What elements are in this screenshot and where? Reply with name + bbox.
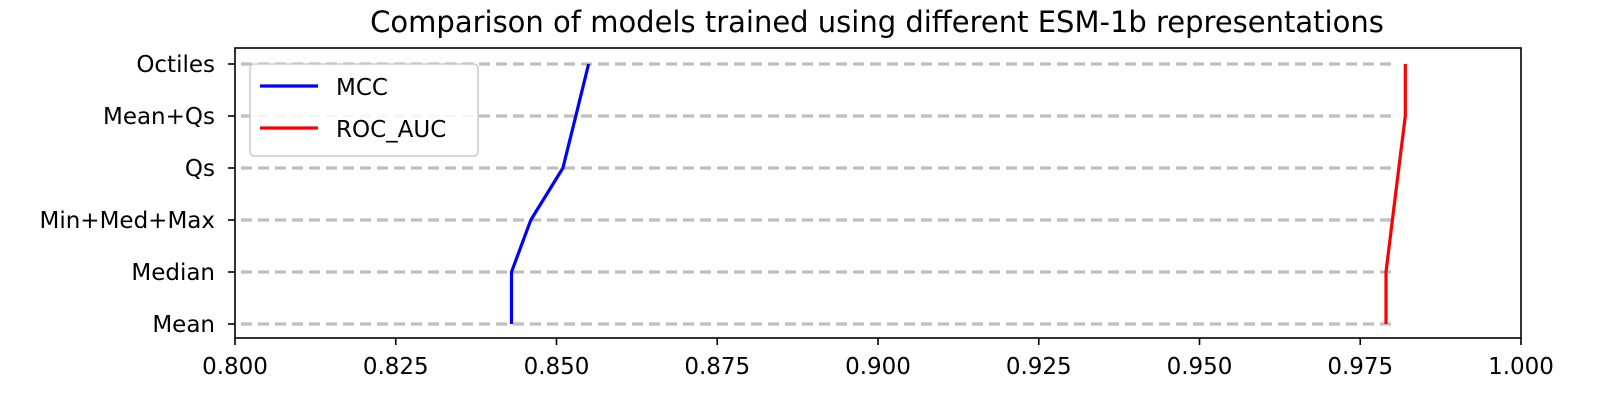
y-tick-label: Min+Med+Max bbox=[40, 208, 216, 234]
y-tick-label: Mean+Qs bbox=[103, 104, 215, 130]
series-lines bbox=[509, 63, 1407, 324]
x-tick-label: 0.825 bbox=[363, 354, 429, 380]
x-tick-label: 0.850 bbox=[524, 354, 590, 380]
legend-label-mcc: MCC bbox=[336, 75, 388, 101]
x-tick-label: 0.800 bbox=[202, 354, 268, 380]
x-tick-label: 0.875 bbox=[684, 354, 750, 380]
y-tick-label: Octiles bbox=[136, 52, 215, 78]
series-line-roc-auc bbox=[1384, 64, 1407, 324]
x-tick-label: 0.900 bbox=[845, 354, 911, 380]
x-axis-ticks: 0.800 0.825 0.850 0.875 0.900 0.925 0.950 0.975… bbox=[202, 338, 1554, 380]
series-line-mcc bbox=[509, 63, 591, 324]
x-tick-label: 0.925 bbox=[1006, 354, 1072, 380]
x-tick-label: 1.000 bbox=[1488, 354, 1554, 380]
y-tick-label: Mean bbox=[152, 312, 215, 338]
x-tick-label: 0.950 bbox=[1167, 354, 1233, 380]
x-tick-label: 0.975 bbox=[1327, 354, 1393, 380]
legend-label-roc-auc: ROC_AUC bbox=[336, 117, 446, 143]
chart-title: Comparison of models trained using diffe… bbox=[370, 5, 1384, 39]
y-axis-ticks: Mean Median Min+Med+Max Qs Mean+Qs Octiles bbox=[40, 52, 235, 338]
legend: MCC ROC_AUC bbox=[249, 63, 479, 157]
y-tick-label: Median bbox=[131, 260, 215, 286]
y-tick-label: Qs bbox=[185, 156, 215, 182]
